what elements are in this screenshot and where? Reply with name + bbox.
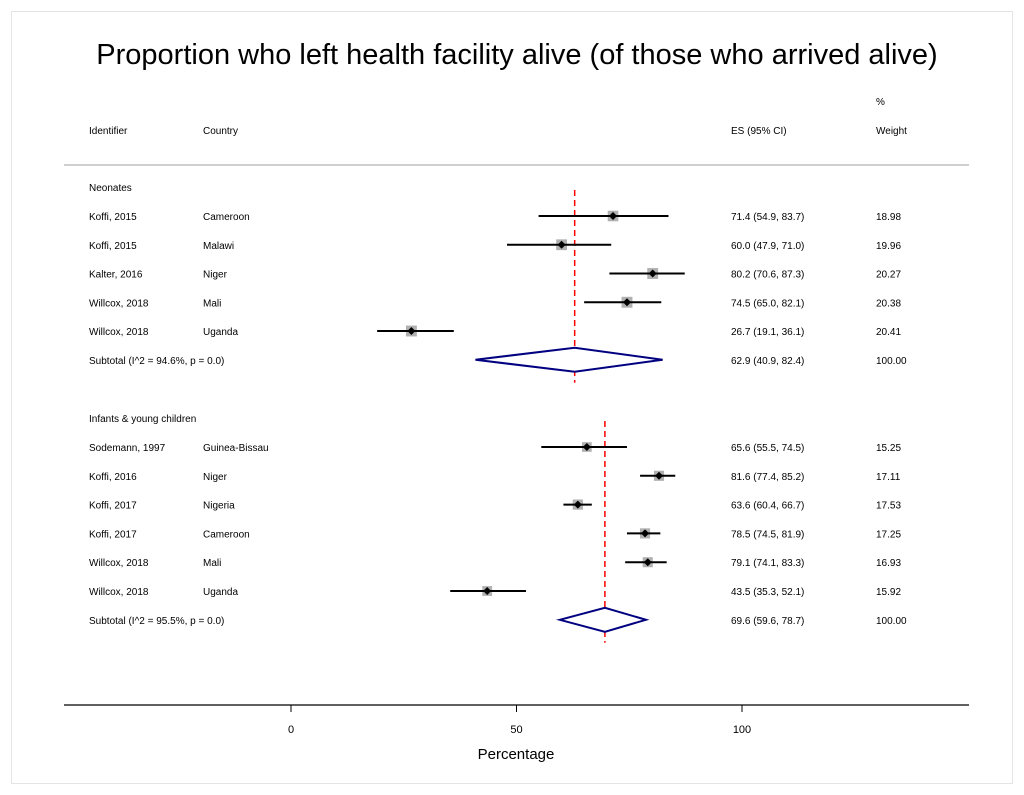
study-identifier: Sodemann, 1997 <box>89 443 166 454</box>
subtotal-diamond <box>555 606 650 633</box>
chart-title: Proportion who left health facility aliv… <box>96 39 937 71</box>
study-weight: 16.93 <box>876 558 901 569</box>
study-identifier: Kalter, 2016 <box>89 270 143 281</box>
study-weight: 15.25 <box>876 443 901 454</box>
point-estimate <box>655 471 664 480</box>
study-es: 43.5 (35.3, 52.1) <box>731 587 804 598</box>
forest-rows: Neonates Koffi, 2015 Cameroon 71.4 (54.9, 8… <box>89 183 907 643</box>
study-weight: 20.27 <box>876 270 901 281</box>
point-estimate <box>573 500 582 509</box>
study-country: Niger <box>203 270 228 281</box>
study-es: 26.7 (19.1, 36.1) <box>731 327 804 338</box>
study-identifier: Willcox, 2018 <box>89 298 149 309</box>
study-weight: 17.11 <box>876 472 901 483</box>
subtotal-label: Subtotal (I^2 = 94.6%, p = 0.0) <box>89 356 224 367</box>
study-country: Cameroon <box>203 212 250 223</box>
group-label: Neonates <box>89 183 132 194</box>
study-weight: 15.92 <box>876 587 901 598</box>
header-country: Country <box>203 126 238 137</box>
study-country: Mali <box>203 558 221 569</box>
study-es: 71.4 (54.9, 83.7) <box>731 212 804 223</box>
study-es: 63.6 (60.4, 66.7) <box>731 501 804 512</box>
point-estimate <box>622 298 631 307</box>
x-axis-label: Percentage <box>478 746 555 763</box>
subtotal-weight: 100.00 <box>876 616 907 627</box>
study-weight: 20.38 <box>876 298 901 309</box>
plot-frame <box>11 11 1013 784</box>
x-tick-label: 50 <box>510 724 522 736</box>
header-es: ES (95% CI) <box>731 126 787 137</box>
point-estimate <box>641 529 650 538</box>
study-weight: 18.98 <box>876 212 901 223</box>
study-es: 81.6 (77.4, 85.2) <box>731 472 804 483</box>
header-identifier: Identifier <box>89 126 128 137</box>
point-estimate <box>407 327 416 335</box>
study-identifier: Willcox, 2018 <box>89 587 149 598</box>
study-es: 79.1 (74.1, 83.3) <box>731 558 804 569</box>
point-estimate <box>483 587 492 595</box>
study-country: Guinea-Bissau <box>203 443 269 454</box>
header-weight: Weight <box>876 126 907 137</box>
study-country: Malawi <box>203 241 234 252</box>
study-identifier: Koffi, 2015 <box>89 241 137 252</box>
study-country: Nigeria <box>203 501 235 512</box>
study-country: Cameroon <box>203 529 250 540</box>
study-weight: 19.96 <box>876 241 901 252</box>
study-identifier: Willcox, 2018 <box>89 327 149 338</box>
study-es: 78.5 (74.5, 81.9) <box>731 529 804 540</box>
subtotal-weight: 100.00 <box>876 356 907 367</box>
study-identifier: Koffi, 2017 <box>89 529 137 540</box>
subtotal-es: 62.9 (40.9, 82.4) <box>731 356 804 367</box>
point-estimate <box>609 212 618 220</box>
subtotal-diamond <box>475 346 663 373</box>
study-country: Mali <box>203 298 221 309</box>
study-country: Niger <box>203 472 228 483</box>
study-identifier: Koffi, 2016 <box>89 472 137 483</box>
x-tick-label: 0 <box>288 724 294 736</box>
study-es: 80.2 (70.6, 87.3) <box>731 270 804 281</box>
study-country: Uganda <box>203 327 238 338</box>
subtotal-es: 69.6 (59.6, 78.7) <box>731 616 804 627</box>
x-tick-label: 100 <box>733 724 751 736</box>
study-identifier: Koffi, 2017 <box>89 501 137 512</box>
x-axis-ticks: 0 50 100 <box>288 705 751 736</box>
point-estimate <box>643 558 652 567</box>
study-weight: 20.41 <box>876 327 901 338</box>
point-estimate <box>648 269 657 278</box>
study-weight: 17.25 <box>876 529 901 540</box>
subtotal-label: Subtotal (I^2 = 95.5%, p = 0.0) <box>89 616 224 627</box>
study-es: 65.6 (55.5, 74.5) <box>731 443 804 454</box>
header-weight-percent: % <box>876 97 885 108</box>
group-label: Infants & young children <box>89 414 196 425</box>
study-identifier: Willcox, 2018 <box>89 558 149 569</box>
study-es: 74.5 (65.0, 82.1) <box>731 298 804 309</box>
study-country: Uganda <box>203 587 238 598</box>
study-es: 60.0 (47.9, 71.0) <box>731 241 804 252</box>
study-identifier: Koffi, 2015 <box>89 212 137 223</box>
study-weight: 17.53 <box>876 501 901 512</box>
point-estimate <box>582 443 591 451</box>
point-estimate <box>557 240 566 249</box>
